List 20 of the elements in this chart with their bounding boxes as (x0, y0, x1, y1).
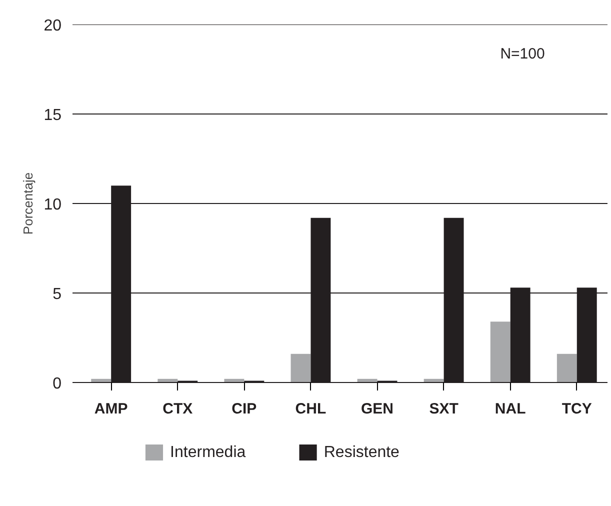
y-tick-label: 10 (44, 196, 62, 214)
annotation: N=100 (500, 46, 545, 62)
x-tick-label: CHL (295, 400, 326, 418)
legend-label: Intermedia (170, 444, 246, 461)
x-tick-label: AMP (94, 400, 128, 418)
x-tick-label: CIP (232, 400, 257, 418)
legend-label: Resistente (324, 444, 400, 461)
x-tick-label: CTX (162, 400, 193, 418)
x-tick-label: SXT (429, 400, 458, 418)
bar (290, 354, 311, 382)
bar (556, 354, 577, 382)
y-axis-title: Porcentaje (20, 172, 36, 235)
y-tick-label: 0 (52, 376, 62, 392)
y-tick-label: 20 (44, 18, 62, 34)
y-tick-label: 15 (44, 107, 62, 124)
x-tick-label: NAL (494, 400, 526, 418)
x-tick-label: TCY (562, 400, 592, 418)
y-tick-label: 5 (52, 286, 62, 303)
bar (490, 322, 510, 382)
x-tick-label: GEN (361, 400, 394, 418)
